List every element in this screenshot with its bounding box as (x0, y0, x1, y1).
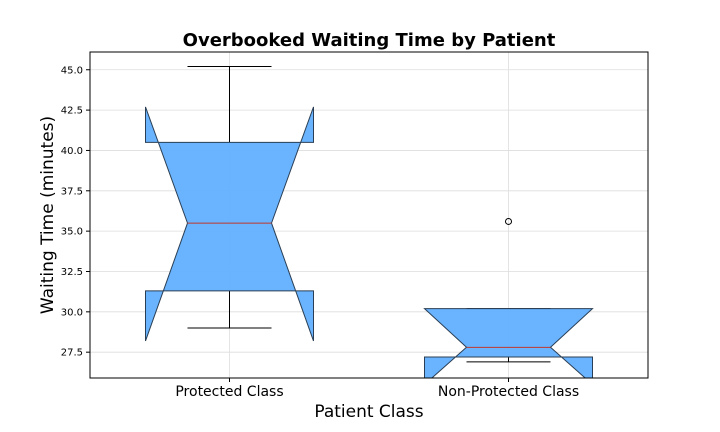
y-tick-label: 45.0 (61, 65, 83, 76)
x-tick-label: Protected Class (175, 384, 283, 400)
y-tick-label: 42.5 (61, 106, 83, 117)
y-tick-label: 40.0 (61, 146, 83, 157)
y-tick-label: 32.5 (61, 267, 83, 278)
box-plots (145, 66, 594, 378)
x-axis-label: Patient Class (314, 402, 423, 422)
axis-ticks: 27.5 30.0 32.5 35.0 37.5 40.0 42.5 45.0 Protecte… (61, 65, 579, 400)
notched-box (145, 106, 314, 342)
chart-title: Overbooked Waiting Time by Patient (183, 30, 556, 51)
y-axis-label: Waiting Time (minutes) (38, 116, 58, 314)
y-tick-label: 30.0 (61, 307, 83, 318)
x-tick-label: Non-Protected Class (438, 384, 579, 400)
y-tick-label: 37.5 (61, 186, 83, 197)
box-group (145, 66, 314, 342)
outlier-point (505, 217, 512, 225)
box-group (423, 217, 594, 378)
y-tick-label: 35.0 (61, 227, 83, 238)
y-tick-label: 27.5 (61, 348, 83, 359)
plot-frame (89, 51, 649, 379)
notched-box (423, 308, 594, 378)
